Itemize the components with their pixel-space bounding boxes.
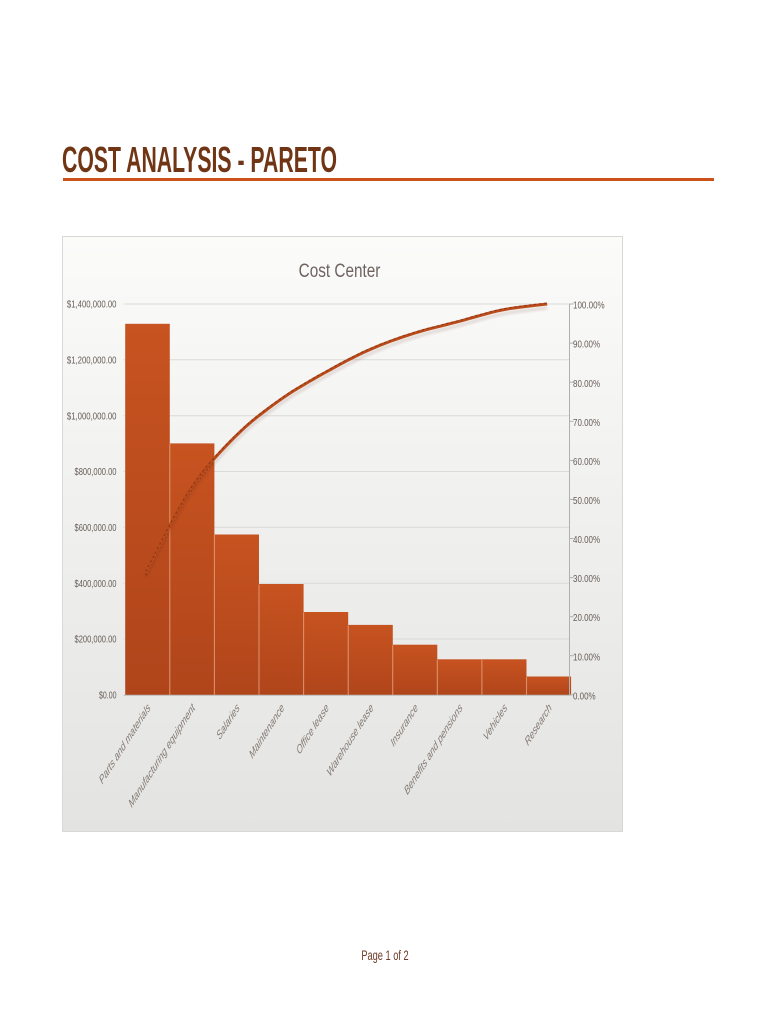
svg-text:70.00%: 70.00% xyxy=(573,418,600,429)
svg-text:$1,200,000.00: $1,200,000.00 xyxy=(67,356,117,367)
svg-text:$1,000,000.00: $1,000,000.00 xyxy=(67,411,117,422)
svg-text:Maintenance: Maintenance xyxy=(248,702,286,762)
svg-text:Insurance: Insurance xyxy=(389,702,420,750)
svg-text:80.00%: 80.00% xyxy=(573,379,600,390)
svg-text:$600,000.00: $600,000.00 xyxy=(75,523,117,534)
svg-text:$1,400,000.00: $1,400,000.00 xyxy=(67,300,117,311)
svg-text:Salaries: Salaries xyxy=(215,701,242,743)
svg-text:40.00%: 40.00% xyxy=(573,535,600,546)
svg-text:60.00%: 60.00% xyxy=(573,457,600,468)
svg-text:0.00%: 0.00% xyxy=(573,692,596,703)
svg-text:$200,000.00: $200,000.00 xyxy=(75,635,117,646)
svg-text:$0.00: $0.00 xyxy=(99,691,117,702)
svg-text:$400,000.00: $400,000.00 xyxy=(75,579,117,590)
svg-text:$800,000.00: $800,000.00 xyxy=(75,467,117,478)
svg-text:Office lease: Office lease xyxy=(295,702,331,758)
svg-text:30.00%: 30.00% xyxy=(573,574,600,585)
svg-text:10.00%: 10.00% xyxy=(573,652,600,663)
svg-text:100.00%: 100.00% xyxy=(573,301,605,312)
svg-text:50.00%: 50.00% xyxy=(573,496,600,507)
svg-text:90.00%: 90.00% xyxy=(573,340,600,351)
svg-text:20.00%: 20.00% xyxy=(573,613,600,624)
svg-text:Warehouse lease: Warehouse lease xyxy=(326,702,376,780)
svg-text:Research: Research xyxy=(524,702,554,749)
svg-text:Vehicles: Vehicles xyxy=(482,701,509,744)
